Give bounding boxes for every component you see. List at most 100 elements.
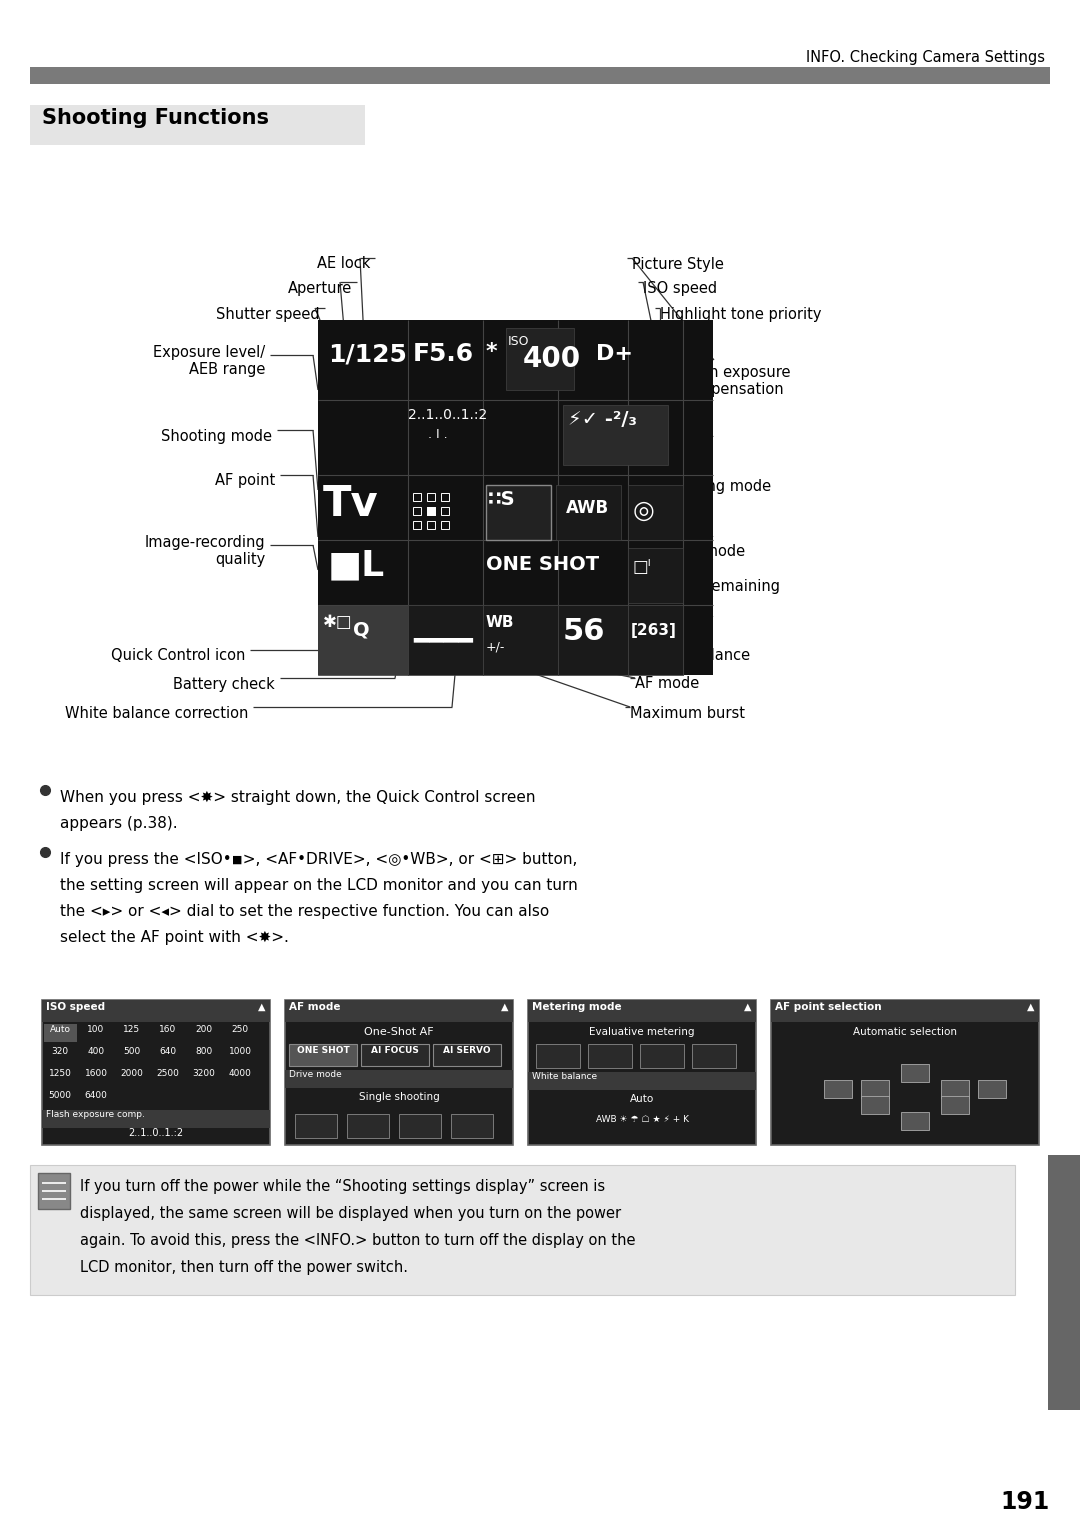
- Bar: [771, 999, 1039, 1145]
- Bar: [285, 999, 513, 1145]
- Text: again. To avoid this, press the <INFO.> button to turn off the display on the: again. To avoid this, press the <INFO.> …: [80, 1234, 635, 1249]
- Text: Automatic selection: Automatic selection: [853, 1027, 957, 1037]
- Text: AE lock: AE lock: [316, 257, 370, 272]
- Bar: [38, 1173, 70, 1209]
- Text: ▲: ▲: [501, 1002, 509, 1011]
- Bar: [627, 548, 683, 602]
- Text: Shots remaining: Shots remaining: [660, 578, 780, 593]
- Text: Single shooting: Single shooting: [359, 1092, 440, 1103]
- Text: Metering mode: Metering mode: [532, 1002, 622, 1011]
- Bar: [413, 522, 421, 529]
- Bar: [42, 999, 270, 1145]
- Text: Shutter speed: Shutter speed: [216, 307, 320, 321]
- Text: 3200: 3200: [192, 1069, 215, 1078]
- Text: F5.6: F5.6: [413, 342, 474, 367]
- Text: AF mode: AF mode: [635, 677, 699, 692]
- Text: AF point selection: AF point selection: [775, 1002, 881, 1011]
- Bar: [528, 1072, 756, 1091]
- Text: 125: 125: [123, 1025, 140, 1034]
- Bar: [441, 493, 449, 500]
- Text: ▂▂▂▂: ▂▂▂▂: [413, 624, 473, 642]
- Text: 800: 800: [195, 1046, 213, 1056]
- Text: Drive mode: Drive mode: [289, 1069, 341, 1078]
- Text: ONE SHOT: ONE SHOT: [297, 1046, 349, 1056]
- Bar: [116, 1068, 149, 1086]
- Bar: [224, 1046, 257, 1065]
- Bar: [188, 1024, 221, 1042]
- Bar: [285, 999, 513, 1022]
- Text: ▲: ▲: [744, 1002, 752, 1011]
- Text: WB: WB: [486, 614, 514, 630]
- Bar: [978, 1080, 1005, 1098]
- Text: Auto: Auto: [50, 1025, 70, 1034]
- Text: ∷S: ∷S: [488, 490, 515, 510]
- Text: ▲: ▲: [1027, 1002, 1035, 1011]
- Bar: [224, 1068, 257, 1086]
- Bar: [116, 1046, 149, 1065]
- Bar: [44, 1091, 77, 1107]
- Bar: [152, 1068, 185, 1086]
- Text: 4000: 4000: [229, 1069, 252, 1078]
- Text: 100: 100: [87, 1025, 105, 1034]
- Bar: [408, 605, 483, 675]
- Text: appears (p.38).: appears (p.38).: [60, 815, 177, 830]
- Bar: [558, 605, 627, 675]
- Bar: [152, 1046, 185, 1065]
- Text: 400: 400: [87, 1046, 105, 1056]
- Bar: [563, 405, 669, 465]
- Text: AI SERVO: AI SERVO: [443, 1046, 490, 1056]
- Bar: [451, 1113, 492, 1138]
- Text: White balance: White balance: [532, 1072, 597, 1081]
- Text: ISO speed: ISO speed: [46, 1002, 105, 1011]
- Bar: [536, 1043, 580, 1068]
- Text: 400: 400: [523, 345, 581, 373]
- Text: Auto: Auto: [630, 1094, 654, 1104]
- Text: White balance: White balance: [645, 648, 751, 663]
- Bar: [116, 1024, 149, 1042]
- Bar: [188, 1046, 221, 1065]
- Bar: [486, 485, 551, 540]
- Text: INFO. Checking Camera Settings: INFO. Checking Camera Settings: [806, 50, 1045, 65]
- Bar: [901, 1065, 929, 1081]
- Text: select the AF point with <✸>.: select the AF point with <✸>.: [60, 929, 288, 945]
- Text: *: *: [486, 342, 498, 362]
- Text: Metering mode: Metering mode: [660, 479, 771, 493]
- Bar: [692, 1043, 735, 1068]
- Bar: [528, 999, 756, 1145]
- Bar: [427, 506, 435, 516]
- Bar: [295, 1113, 337, 1138]
- Bar: [44, 1046, 77, 1065]
- Bar: [30, 105, 365, 144]
- Text: 2..1..0..1.:2: 2..1..0..1.:2: [129, 1129, 184, 1138]
- Text: 1250: 1250: [49, 1069, 71, 1078]
- Text: displayed, the same screen will be displayed when you turn on the power: displayed, the same screen will be displ…: [80, 1206, 621, 1221]
- Text: ■L: ■L: [328, 548, 386, 583]
- Text: 1000: 1000: [229, 1046, 252, 1056]
- Bar: [941, 1097, 969, 1113]
- Text: Exposure level/
AEB range: Exposure level/ AEB range: [153, 345, 265, 377]
- Bar: [433, 1043, 501, 1066]
- Bar: [224, 1024, 257, 1042]
- Text: AF point: AF point: [215, 473, 275, 488]
- Text: 250: 250: [231, 1025, 248, 1034]
- Bar: [289, 1043, 357, 1066]
- Text: ⚡✓ -²/₃: ⚡✓ -²/₃: [568, 411, 637, 429]
- Text: Image-recording
quality: Image-recording quality: [145, 535, 265, 567]
- Text: 2..1..0..1.:2: 2..1..0..1.:2: [408, 408, 487, 421]
- Text: D+: D+: [596, 344, 633, 364]
- Text: Q: Q: [353, 621, 369, 639]
- Bar: [318, 605, 408, 675]
- Bar: [556, 485, 621, 540]
- Text: AWB ☀ ☂ ☖ ★ ⚡ + K: AWB ☀ ☂ ☖ ★ ⚡ + K: [595, 1115, 689, 1124]
- Bar: [1048, 1154, 1080, 1410]
- Text: 5000: 5000: [49, 1091, 71, 1100]
- Bar: [640, 1043, 684, 1068]
- Text: the <▸> or <◂> dial to set the respective function. You can also: the <▸> or <◂> dial to set the respectiv…: [60, 903, 550, 919]
- Bar: [42, 999, 270, 1022]
- Bar: [80, 1046, 113, 1065]
- Text: 160: 160: [160, 1025, 177, 1034]
- Text: If you turn off the power while the “Shooting settings display” screen is: If you turn off the power while the “Sho…: [80, 1179, 605, 1194]
- Bar: [824, 1080, 852, 1098]
- Text: Tv: Tv: [323, 484, 379, 525]
- Text: Picture Style: Picture Style: [632, 257, 724, 272]
